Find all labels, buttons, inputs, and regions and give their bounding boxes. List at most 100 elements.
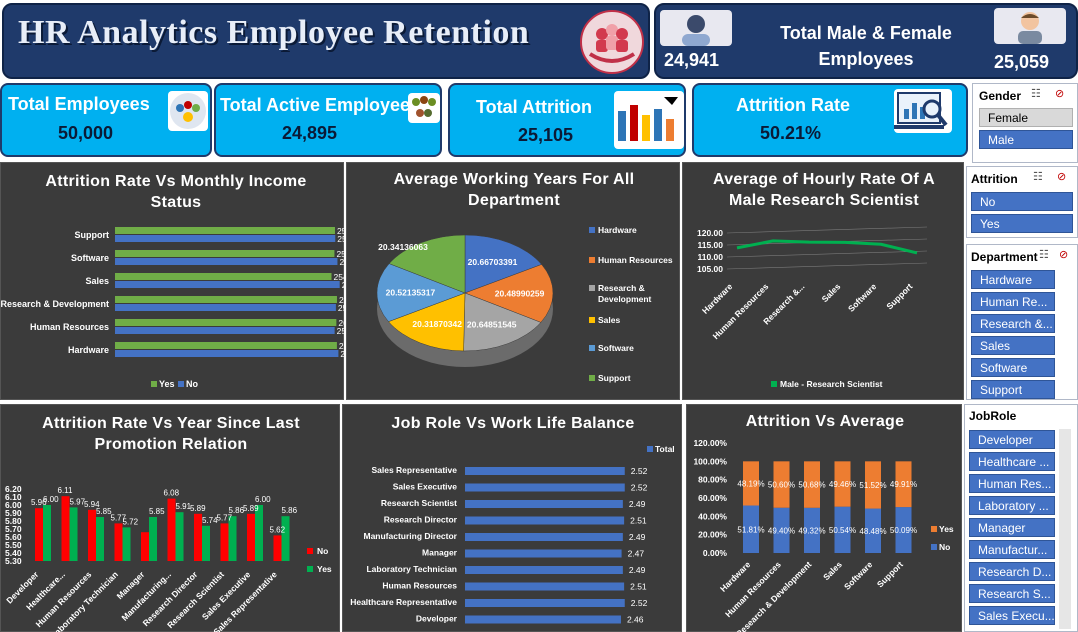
data-label: 2.49: [629, 565, 646, 575]
pie-data-label: 20.48990259: [495, 288, 545, 298]
legend-swatch: [589, 257, 595, 263]
y-tick-label: 80.00%: [698, 475, 727, 485]
slicer-item-manufacturing[interactable]: Manufactur...: [969, 540, 1055, 559]
data-label-yes: 5.72: [123, 517, 139, 526]
working-years-pie-chart: 20.66703391 20.48990259 20.64851545 20.3187…: [376, 225, 673, 383]
slicer-item-laboratory[interactable]: Laboratory ...: [969, 496, 1055, 515]
slicer-item-research-director[interactable]: Research D...: [969, 562, 1055, 581]
legend-label: Human Resources: [598, 255, 673, 265]
data-label-yes: 48.19%: [737, 479, 764, 488]
data-label: 2.51: [630, 582, 647, 592]
data-label-yes: 49.46%: [829, 480, 856, 489]
slicer-item-research-scientist[interactable]: Research S...: [969, 584, 1055, 603]
bar-no: [194, 513, 202, 561]
grid-line: [726, 262, 928, 270]
kpi-label: Total Active Employees: [220, 95, 421, 115]
legend-label-no: No: [939, 542, 950, 552]
attrition-average-stacked-chart: 120.00% 100.00% 80.00% 60.00% 40.00% 20.00% 0.…: [693, 438, 953, 632]
chart-promotion-panel: Attrition Rate Vs Year Since Last Promot…: [0, 404, 340, 632]
bar-yes: [69, 507, 78, 561]
bar-total: [465, 500, 623, 508]
pie-slice: [376, 263, 466, 322]
data-label-yes: 5.86: [282, 506, 298, 515]
slicer-item-female[interactable]: Female: [979, 108, 1073, 127]
data-label-no: 6.11: [58, 486, 74, 495]
category-label: Support: [75, 230, 110, 240]
slicer-item-no[interactable]: No: [971, 192, 1073, 211]
slicer-item-male[interactable]: Male: [979, 130, 1073, 149]
chart-worklife-panel: Job Role Vs Work Life Balance Sales Repr…: [342, 404, 682, 632]
data-label-no: 48.48%: [859, 527, 886, 536]
bar-no: [115, 258, 338, 265]
kpi-total-employees: Total Employees 50,000: [0, 83, 212, 157]
data-label-yes: 49.91%: [890, 480, 917, 489]
data-label: 2.47: [628, 549, 645, 559]
team-hands-icon: [580, 10, 644, 74]
x-tick-label: Sales: [820, 281, 843, 304]
multi-select-icon[interactable]: ☷: [1031, 88, 1041, 100]
bar-yes: [865, 461, 881, 509]
x-tick-label: Hardware: [700, 281, 735, 316]
analytics-magnifier-icon: [894, 89, 952, 133]
kpi-label: Total Attrition: [476, 97, 592, 117]
slicer-item-manager[interactable]: Manager: [969, 518, 1055, 537]
multi-select-icon[interactable]: ☷: [1033, 171, 1043, 183]
bar-total: [465, 615, 621, 624]
bar-yes: [255, 505, 263, 561]
y-tick-label: 100.00%: [693, 456, 727, 466]
kpi-attrition-rate: Attrition Rate 50.21%: [692, 83, 968, 157]
clear-filter-icon[interactable]: ⊘: [1055, 88, 1065, 100]
slicer-item-hardware[interactable]: Hardware: [971, 270, 1055, 289]
bar-yes: [115, 273, 332, 280]
pie-data-label: 20.66703391: [468, 257, 518, 267]
y-tick-label: 5.40: [5, 548, 22, 558]
slicer-item-sales-executive[interactable]: Sales Execu...: [969, 606, 1055, 625]
chart-title: Average Working Years For All Department: [393, 171, 635, 209]
data-label-yes: 50.60%: [768, 481, 795, 490]
slicer-item-developer[interactable]: Developer: [969, 430, 1055, 449]
kpi-value: 24,895: [282, 123, 338, 143]
data-label-yes: 5.74: [202, 516, 218, 525]
slicer-item-sales[interactable]: Sales: [971, 336, 1055, 355]
people-group-icon: [168, 91, 208, 131]
category-label: Laboratory Technician: [366, 564, 457, 574]
data-label-no: 25997.53314: [338, 303, 345, 313]
multi-select-icon[interactable]: ☷: [1039, 249, 1049, 261]
data-label-yes: 26119.35677: [339, 341, 345, 351]
legend-swatch-yes: [307, 566, 313, 572]
clear-filter-icon[interactable]: ⊘: [1057, 171, 1067, 183]
legend-swatch: [589, 285, 595, 291]
slicer-item-healthcare[interactable]: Healthcare ...: [969, 452, 1055, 471]
y-tick-label: 20.00%: [698, 530, 727, 540]
data-label-yes: 6.00: [43, 495, 59, 504]
male-count: 25,059: [994, 52, 1050, 72]
bar-yes: [804, 461, 820, 508]
y-tick-label: 40.00%: [698, 511, 727, 521]
data-label-no: 25852.07629: [337, 326, 345, 336]
bar-no: [115, 235, 336, 242]
legend-swatch: [589, 317, 595, 323]
bar-total: [465, 533, 623, 541]
clear-filter-icon[interactable]: ⊘: [1059, 249, 1069, 261]
bar-yes: [96, 517, 104, 561]
slicer-item-human-resources[interactable]: Human Res...: [969, 474, 1055, 493]
slicer-item-support[interactable]: Support: [971, 380, 1055, 399]
data-label-no: 49.40%: [768, 526, 795, 535]
category-label: Software: [71, 253, 109, 263]
slicer-item-human-resources[interactable]: Human Re...: [971, 292, 1055, 311]
bar-no: [115, 281, 340, 288]
bar-no: [35, 508, 43, 561]
slicer-item-software[interactable]: Software: [971, 358, 1055, 377]
female-avatar-icon: [660, 10, 732, 46]
legend-label: Male - Research Scientist: [780, 379, 883, 389]
kpi-value: 50.21%: [760, 123, 822, 143]
data-label-yes: 26053.96474: [338, 318, 345, 328]
slicer-item-research[interactable]: Research &...: [971, 314, 1055, 333]
slicer-item-yes[interactable]: Yes: [971, 214, 1073, 233]
bar-total: [465, 483, 625, 492]
slicer-scrollbar[interactable]: [1059, 429, 1071, 629]
chart-title: Attrition Vs Average: [745, 413, 905, 430]
kpi-total-active-employees: Total Active Employees 24,895: [214, 83, 442, 157]
bar-no: [865, 508, 881, 553]
data-label-no: 25925.57046: [337, 234, 345, 244]
